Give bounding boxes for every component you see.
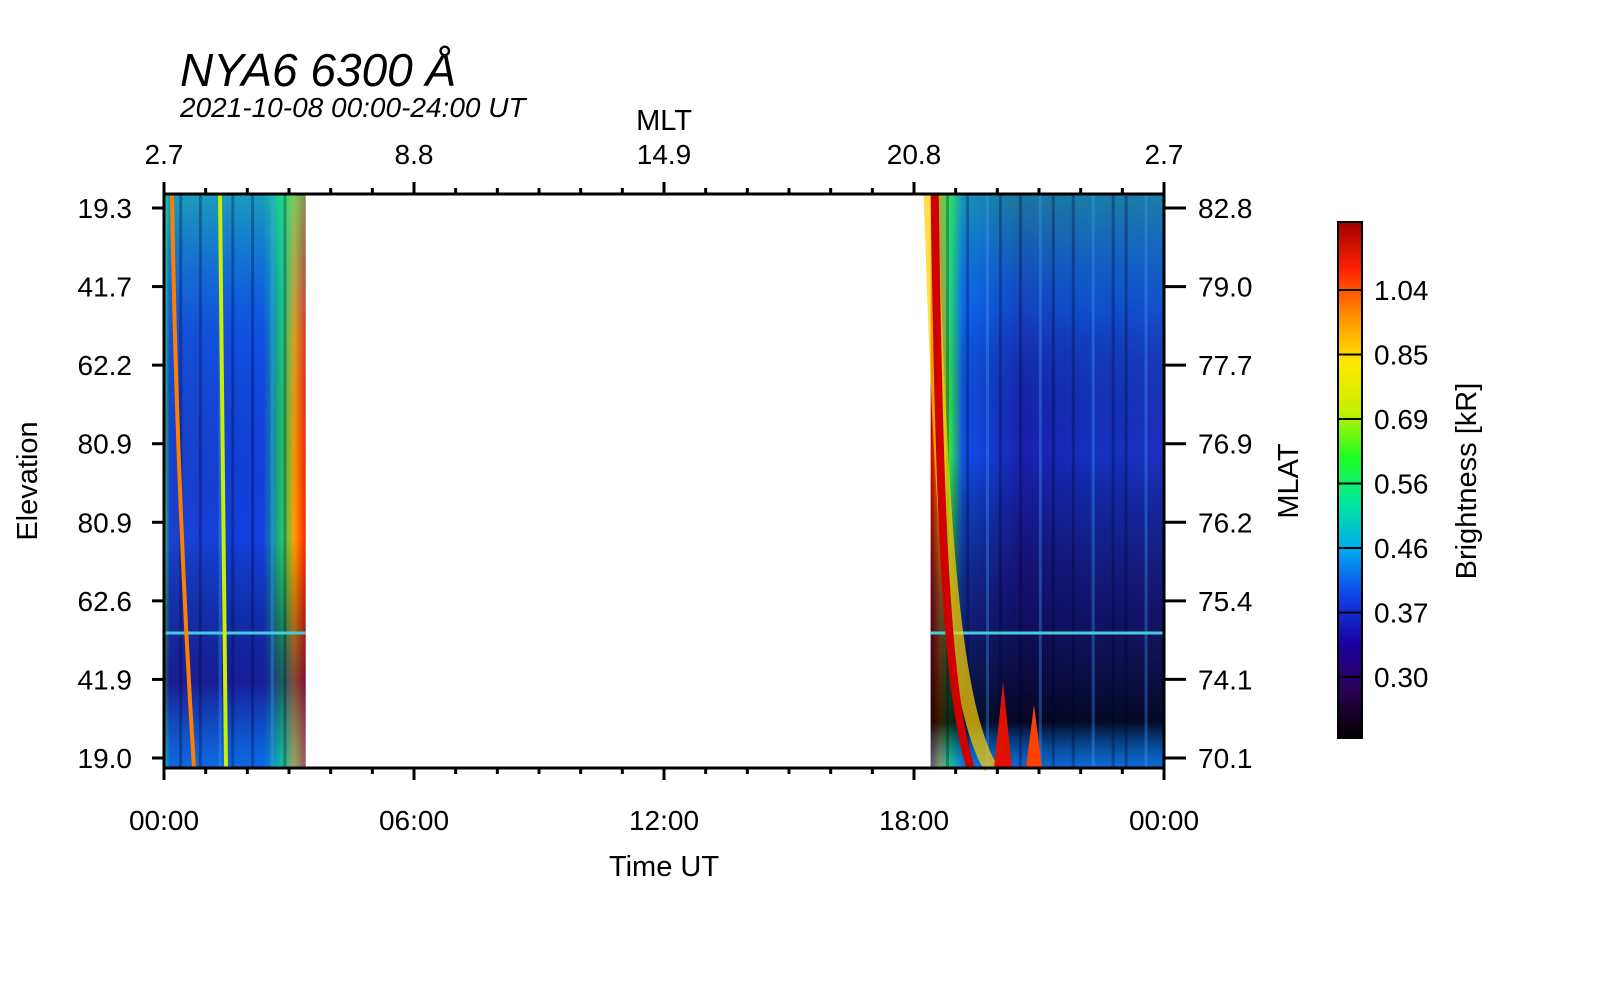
chart-subtitle: 2021-10-08 00:00-24:00 UT xyxy=(179,92,527,123)
axes: 00:00 06:00 12:00 18:00 00:00 2.7 8.8 14.9 20.8 2… xyxy=(78,139,1253,836)
y-axis-label: Elevation xyxy=(12,421,44,540)
y-right-tick-label: 76.2 xyxy=(1198,507,1253,538)
colorbar-tick-label: 1.04 xyxy=(1374,275,1429,306)
keogram-image xyxy=(164,193,1164,772)
colorbar-tick-label: 0.69 xyxy=(1374,404,1429,435)
aurora-spike xyxy=(994,682,1012,768)
y-right-tick-label: 79.0 xyxy=(1198,272,1253,303)
y-left-tick-label: 41.9 xyxy=(78,664,133,695)
colorbar-tick-label: 0.46 xyxy=(1374,533,1429,564)
data-block-shading-2 xyxy=(930,194,1164,768)
y-left-tick-label: 80.9 xyxy=(78,429,133,460)
x-top-axis-label: MLT xyxy=(636,105,692,137)
aurora-arc-thin xyxy=(170,193,196,769)
x-top-tick-label: 2.7 xyxy=(1145,139,1184,170)
y-left-tick-label: 41.7 xyxy=(78,272,133,303)
x-tick-label: 00:00 xyxy=(129,805,199,836)
colorbar-tick-label: 0.85 xyxy=(1374,340,1429,371)
y-right-tick-label: 77.7 xyxy=(1198,350,1253,381)
colorbar-tick-label: 0.56 xyxy=(1374,469,1429,500)
x-top-tick-label: 20.8 xyxy=(887,139,942,170)
aurora-spike xyxy=(1026,705,1042,768)
y-left-tick-label: 19.0 xyxy=(78,743,133,774)
y-right-tick-label: 70.1 xyxy=(1198,743,1253,774)
y-right-axis-label: MLAT xyxy=(1273,443,1305,518)
x-top-tick-label: 8.8 xyxy=(395,139,434,170)
x-tick-label: 12:00 xyxy=(629,805,699,836)
y-right-tick-label: 75.4 xyxy=(1198,586,1253,617)
aurora-arc-thin xyxy=(218,193,228,769)
colorbar-tick-label: 0.30 xyxy=(1374,662,1429,693)
y-left-tick-label: 62.2 xyxy=(78,350,133,381)
y-left-tick-label: 62.6 xyxy=(78,586,133,617)
colorbar-tick-label: 0.37 xyxy=(1374,598,1429,629)
y-right-tick-label: 76.9 xyxy=(1198,429,1253,460)
y-right-tick-label: 74.1 xyxy=(1198,664,1253,695)
y-left-tick-label: 19.3 xyxy=(78,193,133,224)
x-tick-label: 06:00 xyxy=(379,805,449,836)
y-right-tick-label: 82.8 xyxy=(1198,193,1253,224)
colorbar-ticks: 1.04 0.85 0.69 0.56 0.46 0.37 0.30 xyxy=(1338,275,1429,693)
x-top-tick-label: 2.7 xyxy=(145,139,184,170)
chart-title: NYA6 6300 Å xyxy=(180,44,456,96)
x-top-tick-label: 14.9 xyxy=(637,139,692,170)
x-tick-label: 18:00 xyxy=(879,805,949,836)
aurora-arc-core xyxy=(930,193,975,770)
x-tick-label: 00:00 xyxy=(1129,805,1199,836)
colorbar-label: Brightness [kR] xyxy=(1451,383,1483,580)
colorbar xyxy=(1337,221,1363,739)
y-left-tick-label: 80.9 xyxy=(78,507,133,538)
x-axis-label: Time UT xyxy=(609,851,719,883)
